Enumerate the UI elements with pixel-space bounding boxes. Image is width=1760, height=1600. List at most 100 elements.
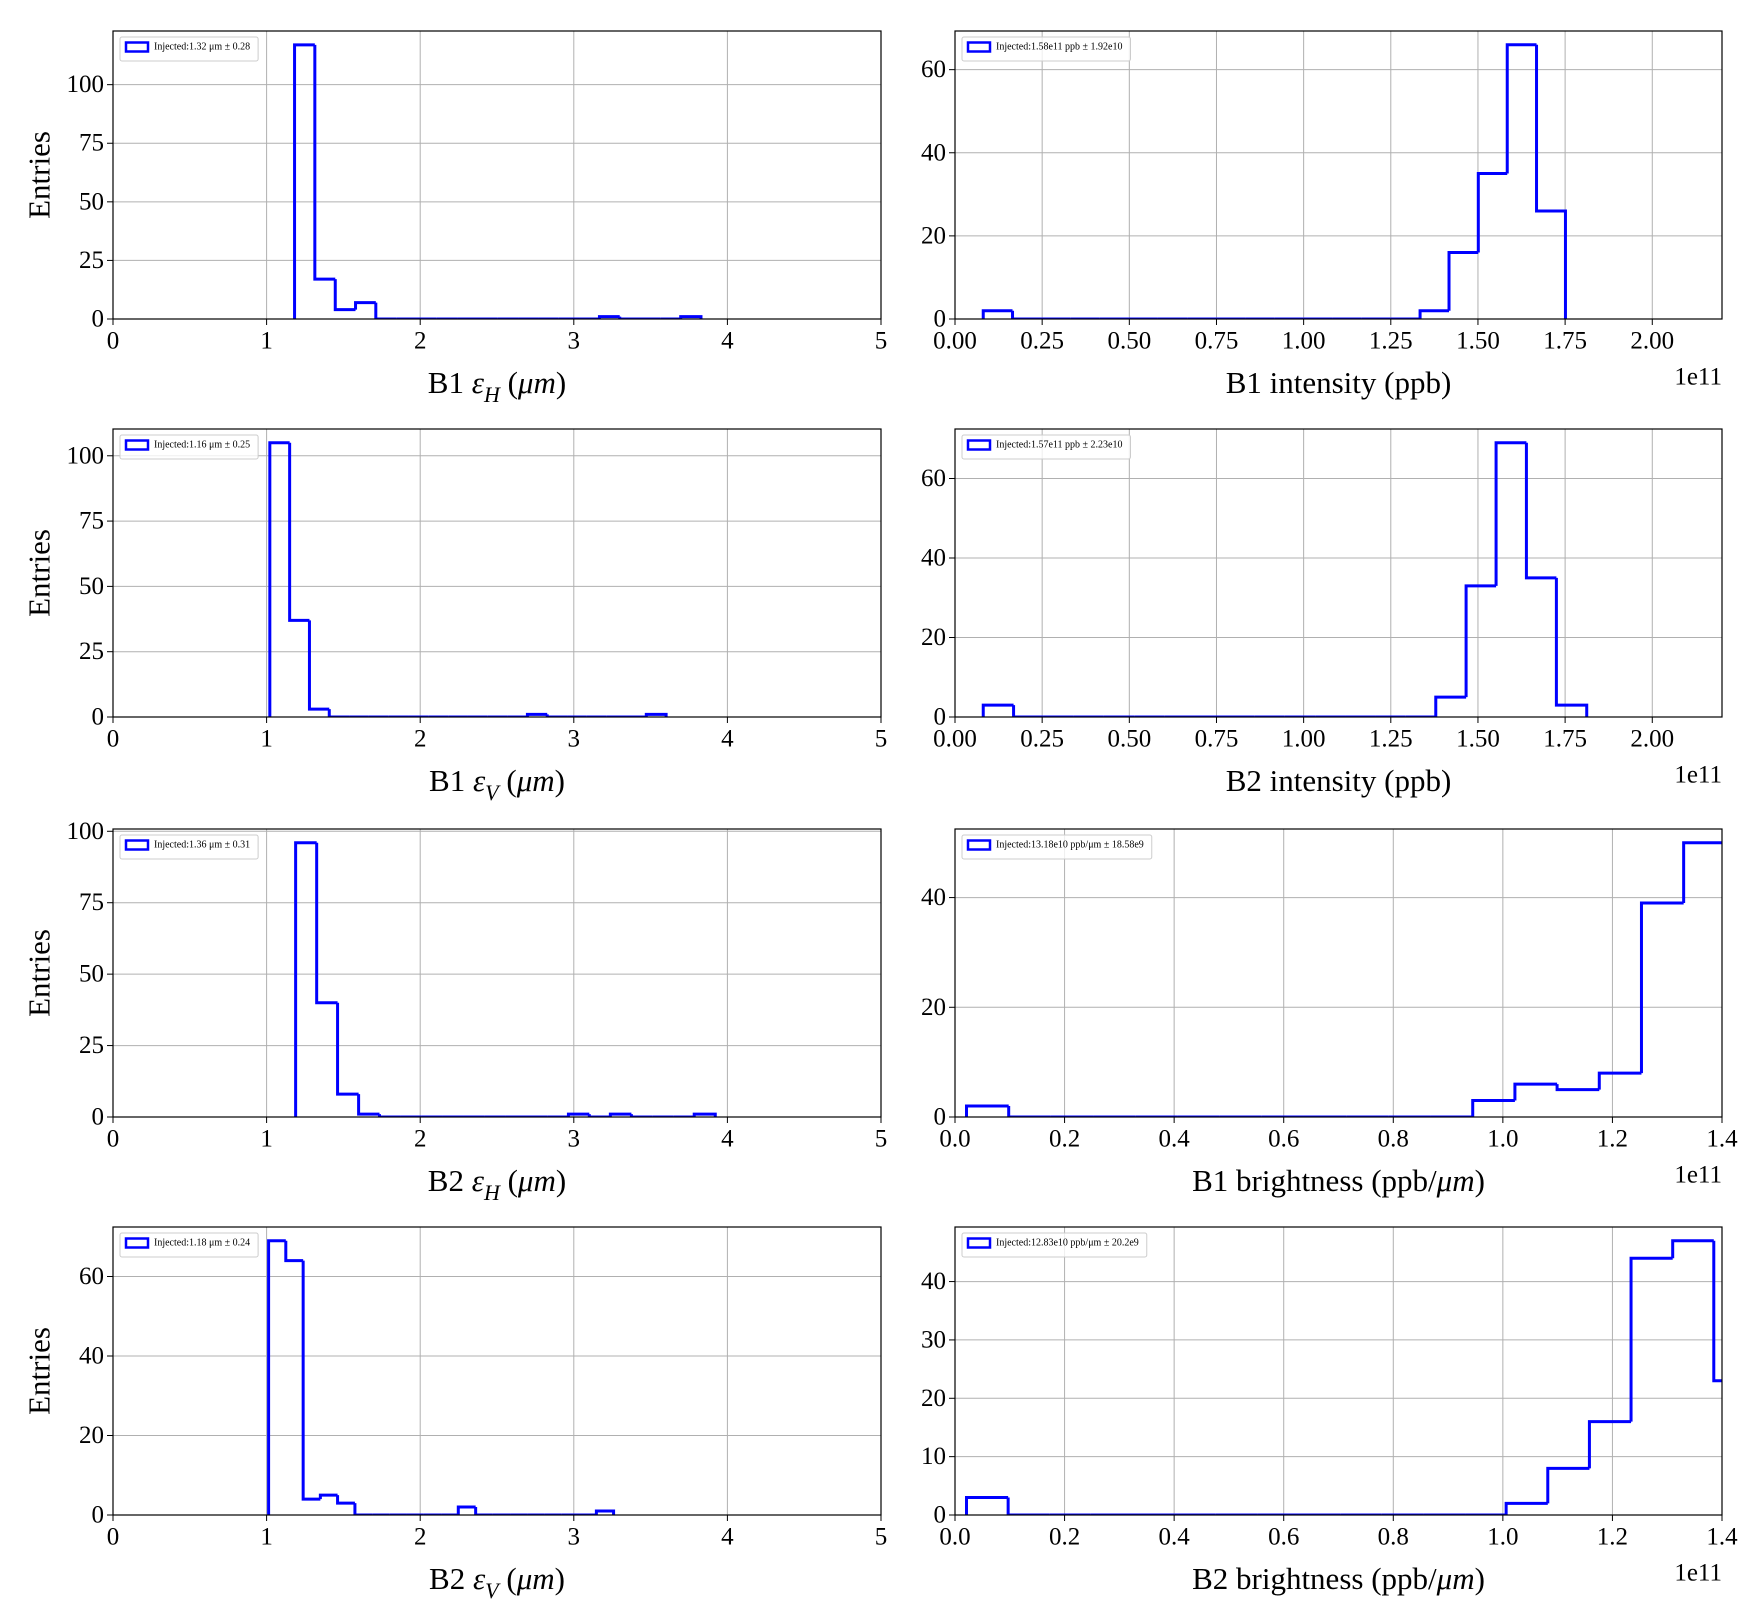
x-tick-label: 1 (260, 1126, 273, 1153)
histogram (293, 43, 703, 319)
axes-frame (954, 828, 1723, 1118)
legend-swatch (966, 1237, 992, 1249)
histogram-bin (1504, 1501, 1548, 1515)
x-tick-label: 5 (875, 328, 888, 355)
histogram-bin (315, 842, 338, 1005)
histogram-bin (608, 1112, 632, 1117)
histogram-bin (377, 1114, 401, 1117)
x-tick-label: 0.75 (1195, 726, 1239, 753)
axis-offset: 1e11 (1674, 364, 1722, 391)
x-tick-label: 1 (260, 1524, 273, 1551)
x-tick-label: 3 (568, 1524, 581, 1551)
y-tick-label: 60 (921, 56, 946, 83)
x-axis-label-part: μm (517, 1163, 556, 1198)
x-axis-label-part: H (483, 1180, 501, 1205)
x-tick-label: 3 (568, 328, 581, 355)
axes-frame (112, 30, 882, 320)
x-tick-label: 3 (568, 726, 581, 753)
histogram-bin (1006, 1497, 1050, 1515)
y-tick-label: 0 (934, 704, 947, 731)
histogram-bin (597, 315, 620, 319)
x-axis-label: B1 εV (μm) (429, 763, 565, 806)
histogram-bin (456, 1505, 476, 1515)
legend: Injected:1.18 μm ± 0.24 (119, 1232, 259, 1258)
histogram (981, 43, 1567, 319)
y-tick-label: 25 (79, 638, 104, 665)
histogram-bin (1587, 1420, 1632, 1469)
x-tick-label: 1.0 (1487, 1524, 1518, 1551)
histogram-bin (629, 1114, 653, 1117)
legend-box (961, 36, 1131, 62)
x-tick-label: 0.25 (1020, 726, 1064, 753)
histogram (294, 841, 717, 1117)
histogram-bin (474, 1507, 493, 1515)
x-tick-label: 0 (107, 1524, 120, 1551)
x-axis-label-part: ( (500, 1163, 518, 1198)
y-axis-label: Entries (22, 929, 57, 1017)
histogram (267, 1239, 616, 1515)
y-tick-label: 100 (67, 818, 105, 845)
x-axis-label-part: B2 (428, 1163, 472, 1198)
x-tick-label: 0.8 (1378, 1126, 1409, 1153)
x-tick-label: 1 (260, 726, 273, 753)
histogram-bin (1524, 442, 1557, 580)
y-tick-label: 30 (921, 1326, 946, 1353)
x-tick-label: 4 (721, 328, 734, 355)
y-axis-label: Entries (22, 529, 57, 617)
x-tick-label: 2.00 (1630, 328, 1674, 355)
x-axis-label: B2 εV (μm) (429, 1561, 565, 1600)
y-tick-label: 25 (79, 1032, 104, 1059)
x-tick-label: 0.75 (1195, 328, 1239, 355)
axes-frame (954, 1226, 1723, 1516)
x-axis-label-part: μm (1436, 1561, 1475, 1596)
legend-box (961, 1232, 1148, 1258)
histogram-bin (1007, 1106, 1051, 1117)
x-axis-label-part: ε (472, 365, 485, 400)
histogram (965, 1239, 1722, 1515)
histogram-bin (1682, 841, 1722, 904)
x-tick-label: 2.00 (1630, 726, 1674, 753)
y-tick-label: 0 (934, 1502, 947, 1529)
legend-box (961, 434, 1131, 460)
histogram-bin (267, 1239, 286, 1515)
histogram-bin (307, 620, 330, 711)
y-tick-label: 75 (79, 130, 104, 157)
x-axis-label-part: H (483, 382, 501, 407)
axis-offset: 1e11 (1674, 1162, 1722, 1189)
x-tick-label: 3 (568, 1126, 581, 1153)
legend-label: Injected:1.58e11 ppb ± 1.92e10 (996, 42, 1122, 53)
histogram-bin (1554, 577, 1589, 717)
x-axis-label: B1 brightness (ppb/μm) (1192, 1163, 1485, 1198)
histogram-bin (1513, 1082, 1558, 1101)
x-axis-label-part: ( (500, 365, 518, 400)
legend-swatch (966, 839, 992, 851)
legend-label: Injected:1.18 μm ± 0.24 (154, 1238, 250, 1249)
histogram-bin (1464, 584, 1497, 698)
legend-label: Injected:1.16 μm ± 0.25 (154, 440, 250, 451)
x-tick-label: 0.2 (1049, 1126, 1080, 1153)
histogram-bin (1012, 705, 1044, 717)
x-tick-label: 0.00 (933, 726, 977, 753)
x-tick-label: 0.4 (1159, 1126, 1191, 1153)
histogram-bin (545, 714, 568, 717)
histogram-bin (294, 841, 317, 1117)
x-tick-label: 0 (107, 328, 120, 355)
x-tick-label: 0.50 (1107, 726, 1151, 753)
histogram-bin (1535, 44, 1567, 319)
histogram-bin (353, 1503, 373, 1515)
y-tick-label: 25 (79, 247, 104, 274)
y-tick-label: 10 (921, 1443, 946, 1470)
legend-label: Injected:13.18e10 ppb/μm ± 18.58e9 (996, 840, 1144, 851)
x-axis-label-part: ( (499, 763, 517, 798)
legend-swatch (124, 41, 150, 53)
x-axis-label: B2 εH (μm) (428, 1163, 566, 1206)
y-tick-label: 0 (934, 1104, 947, 1131)
y-tick-label: 100 (67, 442, 105, 469)
axes-frame (112, 828, 882, 1118)
histogram-bin (1011, 310, 1042, 319)
x-tick-label: 1.2 (1597, 1524, 1628, 1551)
histogram-bin (354, 301, 376, 310)
legend-box (119, 36, 259, 62)
x-tick-label: 1.75 (1543, 726, 1587, 753)
